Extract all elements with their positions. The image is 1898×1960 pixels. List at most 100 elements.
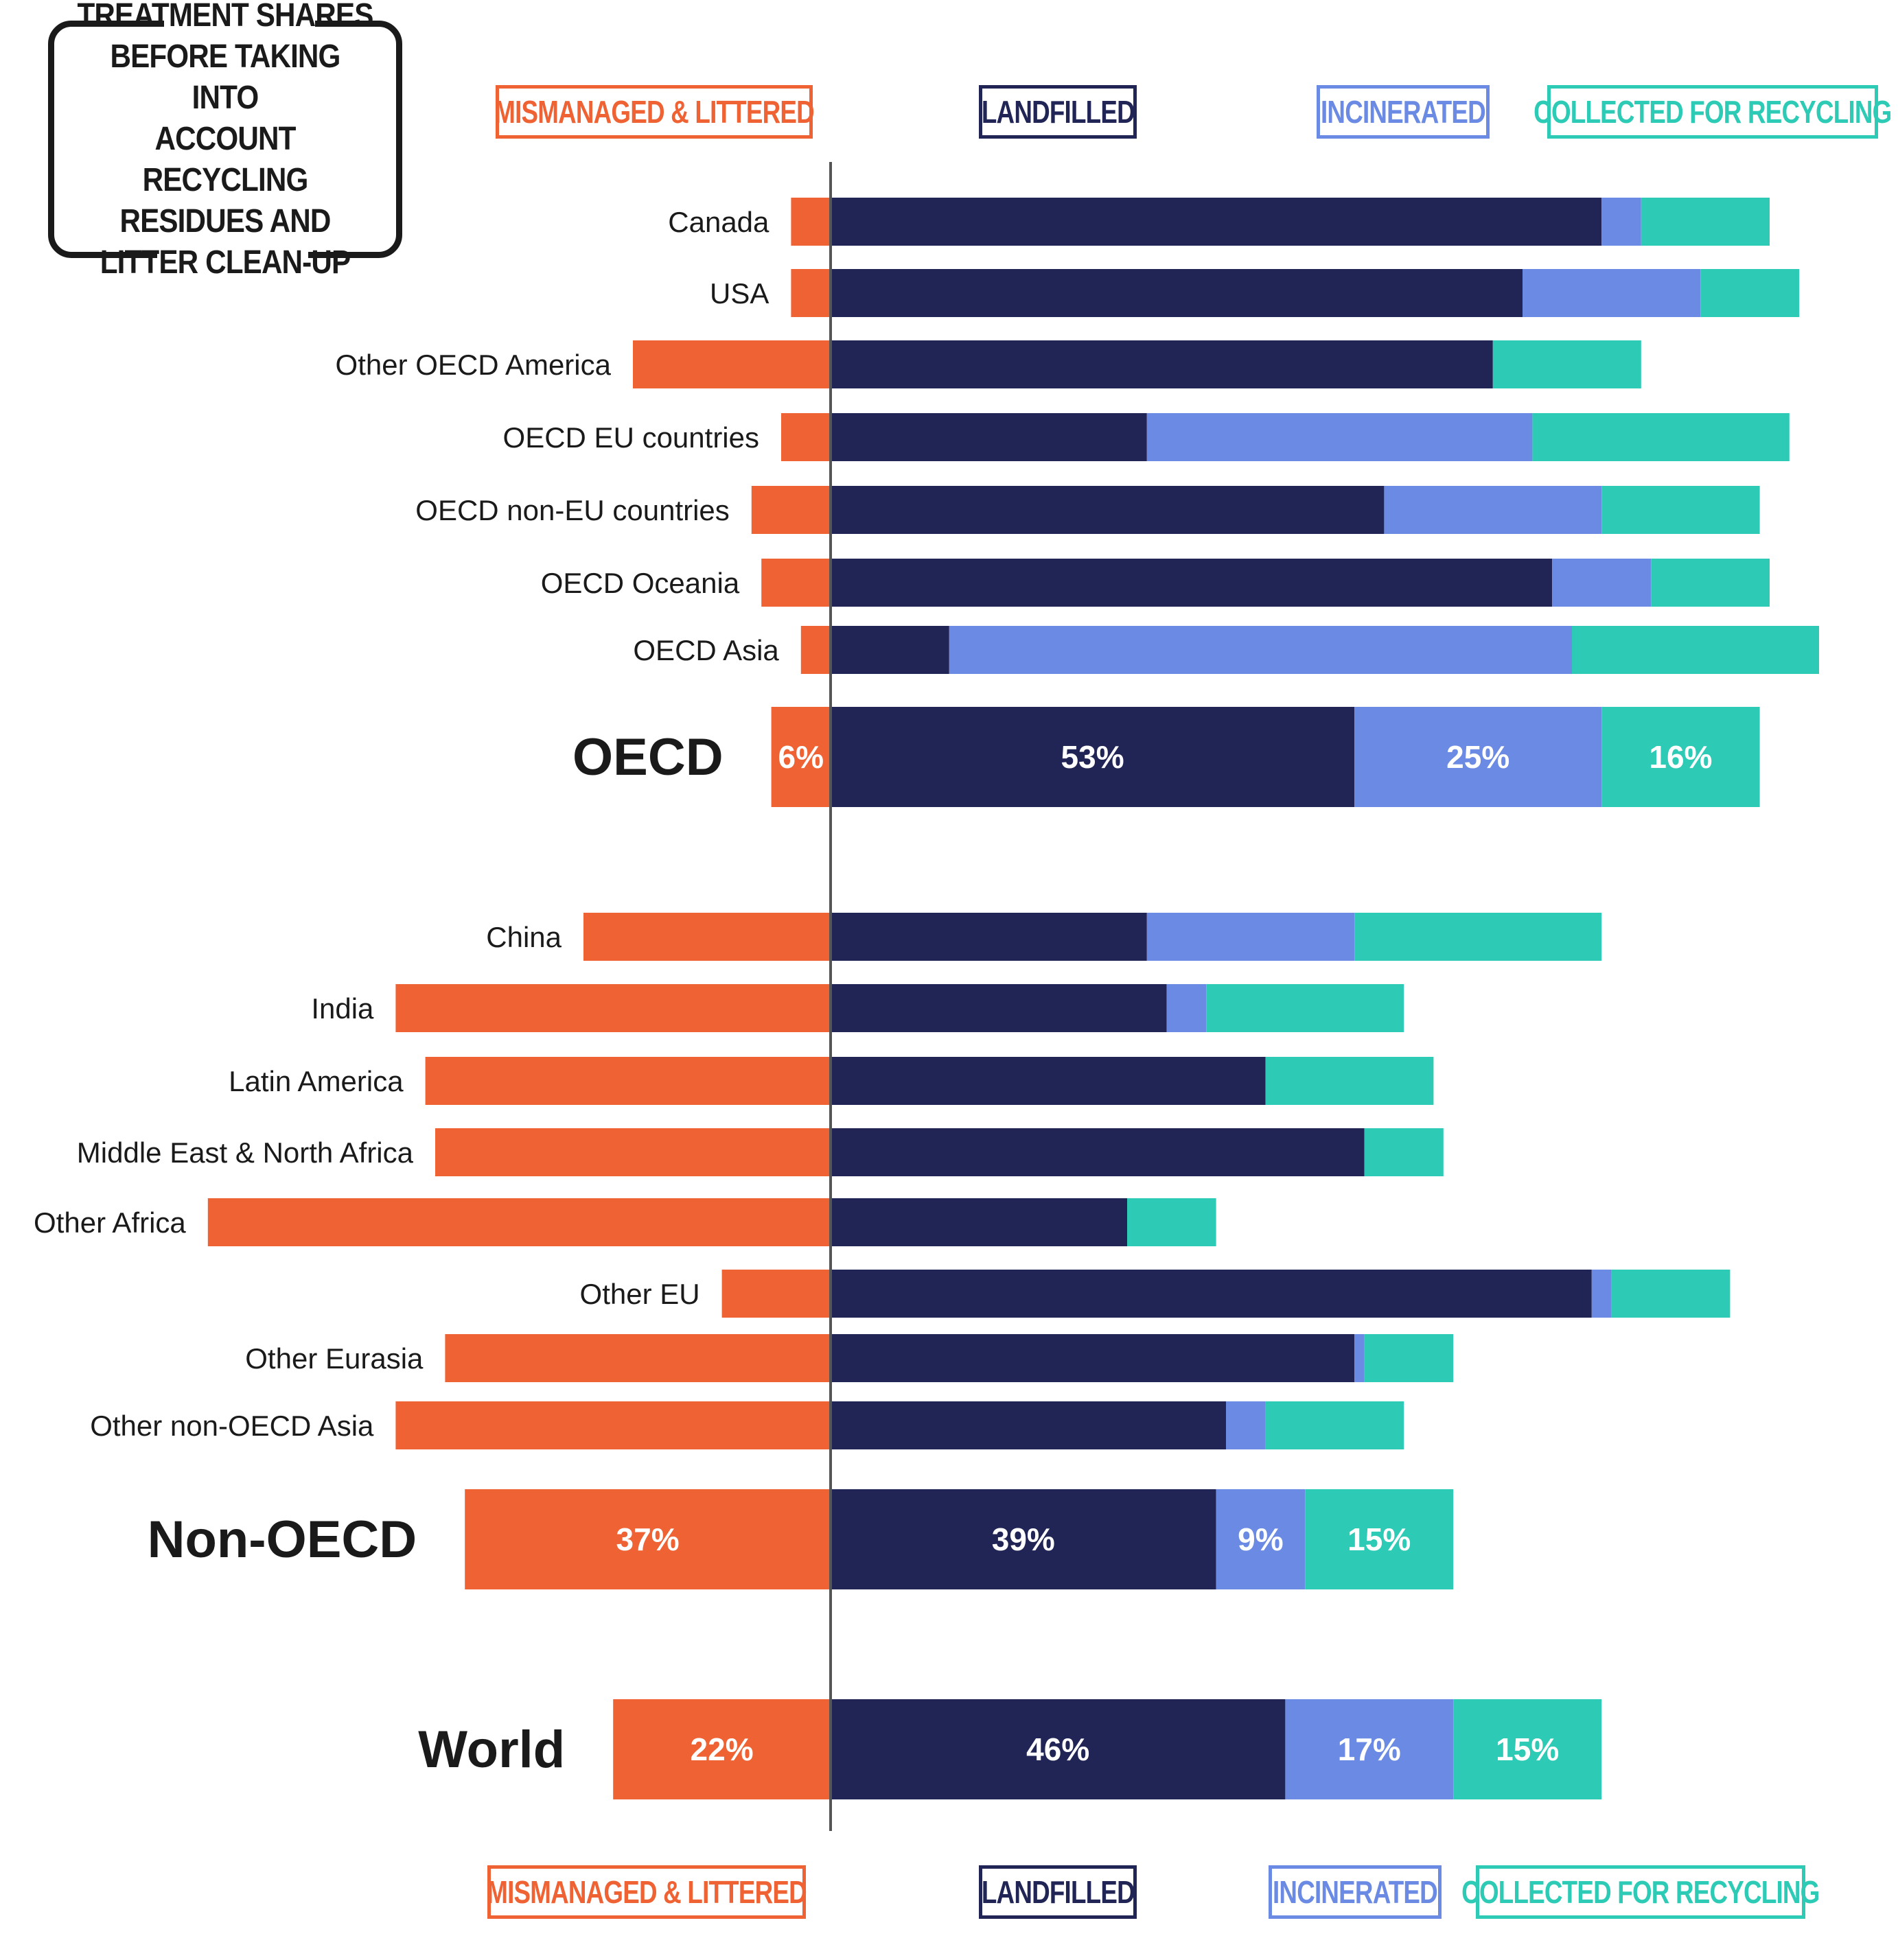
bar-oecd-asia-recycled [1572,626,1819,674]
value-label-non-oecd-recycled: 15% [1347,1521,1411,1557]
legend-top-landfilled: LANDFILLED [979,85,1137,139]
bar-other-eu-mismanaged [721,1270,831,1318]
bar-middle-east-north-africa-recycled [1364,1128,1444,1176]
bar-oecd-oceania-recycled [1651,559,1770,607]
bar-usa-recycled [1700,269,1800,317]
bar-oecd-asia-landfilled [831,626,949,674]
legend-bottom-incinerated: INCINERATED [1269,1865,1442,1919]
bar-usa-landfilled [831,269,1523,317]
bar-other-africa-landfilled [831,1198,1127,1246]
bar-india-incinerated [1166,984,1207,1032]
bar-other-africa-mismanaged [207,1198,831,1246]
bar-oecd-non-eu-countries-incinerated [1384,486,1602,534]
category-label-oecd-eu-countries: OECD EU countries [503,421,759,454]
bar-other-africa-recycled [1127,1198,1216,1246]
bar-other-oecd-america-landfilled [831,340,1493,388]
bar-oecd-eu-countries-incinerated [1146,413,1533,461]
bar-non-oecd-incinerated [1216,1489,1306,1589]
bar-oecd-non-eu-countries-landfilled [831,486,1385,534]
bar-middle-east-north-africa-landfilled [831,1128,1365,1176]
bar-latin-america-mismanaged [425,1057,831,1105]
bar-other-oecd-america-recycled [1492,340,1641,388]
bar-other-eurasia-recycled [1364,1334,1454,1382]
bar-usa-incinerated [1523,269,1701,317]
bar-latin-america-recycled [1265,1057,1434,1105]
bar-other-non-oecd-asia-mismanaged [395,1401,831,1449]
value-label-world-landfilled: 46% [1026,1731,1089,1767]
bar-india-recycled [1206,984,1404,1032]
legend-top-mismanaged: MISMANAGED & LITTERED [494,85,815,139]
bar-latin-america-landfilled [831,1057,1266,1105]
bar-middle-east-north-africa-mismanaged [435,1128,831,1176]
value-label-world-recycled: 15% [1496,1731,1559,1767]
bar-oecd-landfilled [831,707,1355,807]
bar-oecd-mismanaged [771,707,831,807]
bar-oecd-oceania-landfilled [831,559,1553,607]
legend-top-incinerated: INCINERATED [1317,85,1490,139]
bar-oecd-asia-mismanaged [800,626,831,674]
bar-other-eu-incinerated [1591,1270,1612,1318]
bar-oecd-oceania-mismanaged [761,559,831,607]
bar-other-eurasia-mismanaged [445,1334,831,1382]
value-label-oecd-incinerated: 25% [1446,739,1509,775]
bar-oecd-incinerated [1354,707,1602,807]
bar-china-landfilled [831,913,1147,961]
legend-bottom-recycled: COLLECTED FOR RECYCLING [1461,1865,1820,1919]
bar-non-oecd-mismanaged [465,1489,831,1589]
bar-oecd-eu-countries-recycled [1532,413,1790,461]
bar-china-incinerated [1146,913,1355,961]
bar-oecd-eu-countries-mismanaged [781,413,831,461]
bar-china-recycled [1354,913,1602,961]
category-label-india: India [311,992,374,1025]
bar-non-oecd-recycled [1305,1489,1454,1589]
category-label-canada: Canada [668,206,769,238]
bar-usa-mismanaged [791,269,831,317]
bar-other-eurasia-landfilled [831,1334,1355,1382]
value-label-oecd-recycled: 16% [1649,739,1712,775]
bar-china-mismanaged [583,913,831,961]
value-label-world-mismanaged: 22% [691,1731,754,1767]
category-label-china: China [486,921,562,953]
category-label-middle-east-north-africa: Middle East & North Africa [77,1136,414,1169]
bar-world-incinerated [1285,1699,1454,1799]
bar-oecd-non-eu-countries-mismanaged [751,486,831,534]
category-label-other-africa: Other Africa [34,1206,186,1239]
category-label-oecd-asia: OECD Asia [633,634,779,666]
category-label-usa: USA [710,277,769,310]
bar-other-oecd-america-mismanaged [633,340,831,388]
bar-world-mismanaged [613,1699,831,1799]
bar-oecd-eu-countries-landfilled [831,413,1147,461]
category-label-other-non-oecd-asia: Other non-OECD Asia [90,1410,374,1442]
chart-title-box: TREATMENT SHARES BEFORE TAKING INTO ACCO… [48,0,402,281]
bar-other-non-oecd-asia-incinerated [1226,1401,1266,1449]
bar-other-eu-recycled [1611,1270,1731,1318]
bar-other-eu-landfilled [831,1270,1592,1318]
value-label-non-oecd-incinerated: 9% [1238,1521,1283,1557]
legend-top-recycled: COLLECTED FOR RECYCLING [1534,85,1892,139]
bar-other-eurasia-incinerated [1354,1334,1365,1382]
legend-bottom-mismanaged: MISMANAGED & LITTERED [487,1865,807,1919]
category-label-oecd: OECD [572,728,724,786]
category-label-oecd-non-eu-countries: OECD non-EU countries [415,494,730,526]
legend-bottom-landfilled: LANDFILLED [979,1865,1137,1919]
bar-india-mismanaged [395,984,831,1032]
bar-canada-landfilled [831,198,1602,246]
bar-oecd-recycled [1601,707,1760,807]
bar-world-landfilled [831,1699,1286,1799]
bar-canada-recycled [1641,198,1770,246]
category-label-non-oecd: Non-OECD [148,1510,417,1569]
bar-other-non-oecd-asia-recycled [1265,1401,1404,1449]
value-label-non-oecd-mismanaged: 37% [616,1521,680,1557]
bar-world-recycled [1453,1699,1602,1799]
bar-canada-mismanaged [791,198,831,246]
bar-india-landfilled [831,984,1167,1032]
bar-non-oecd-landfilled [831,1489,1216,1589]
category-label-other-eu: Other EU [580,1278,700,1310]
bar-oecd-oceania-incinerated [1552,559,1652,607]
bar-oecd-asia-incinerated [949,626,1572,674]
category-label-latin-america: Latin America [229,1065,404,1097]
bar-other-non-oecd-asia-landfilled [831,1401,1226,1449]
bar-canada-incinerated [1601,198,1641,246]
value-label-world-incinerated: 17% [1338,1731,1401,1767]
